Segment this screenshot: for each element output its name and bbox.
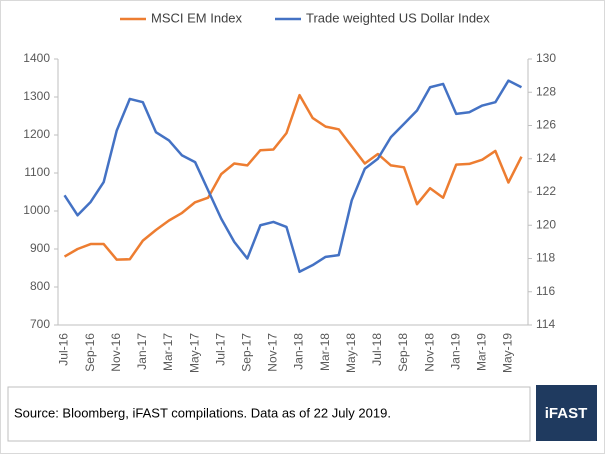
y2-tick-label: 128	[536, 84, 556, 98]
x-tick-label: Nov-17	[266, 333, 280, 372]
y-tick-label: 1400	[23, 51, 50, 65]
x-tick-label: May-19	[501, 333, 515, 373]
y-tick-label: 1100	[24, 165, 50, 179]
y2-tick-label: 122	[536, 184, 556, 198]
x-tick-label: Jan-17	[135, 333, 149, 370]
x-tick-label: Nov-16	[109, 333, 123, 372]
y-tick-label: 700	[30, 317, 50, 331]
x-tick-label: Sep-16	[83, 333, 97, 372]
legend-label: Trade weighted US Dollar Index	[306, 10, 490, 25]
x-tick-label: Mar-19	[474, 333, 488, 371]
x-tick-label: May-17	[187, 333, 201, 373]
y2-tick-label: 126	[536, 118, 556, 132]
logo-box	[536, 385, 597, 441]
y2-tick-label: 124	[536, 151, 556, 165]
footer-box	[7, 386, 531, 442]
logo: iFAST	[545, 405, 588, 422]
x-tick-label: Nov-18	[422, 333, 436, 372]
x-tick-label: Sep-18	[396, 333, 410, 372]
x-tick-label: Jul-16	[57, 333, 71, 366]
line-series	[63, 79, 523, 274]
source-note: Source: Bloomberg, iFAST compilations. D…	[14, 405, 391, 420]
y-tick-label: 800	[30, 279, 50, 293]
y2-tick-label: 116	[536, 284, 555, 298]
x-tick-label: Sep-17	[239, 333, 253, 372]
x-tick-label: Jan-18	[292, 333, 306, 370]
y2-tick-label: 118	[536, 251, 555, 265]
y-tick-label: 1000	[23, 203, 50, 217]
y2-tick-label: 130	[536, 51, 556, 65]
y-tick-label: 1200	[23, 127, 50, 141]
y2-tick-label: 114	[536, 317, 555, 331]
x-tick-label: Mar-18	[318, 333, 332, 371]
y2-tick-label: 120	[536, 217, 556, 231]
legend-label: MSCI EM Index	[151, 10, 243, 25]
y-tick-label: 900	[30, 241, 50, 255]
y-tick-label: 1300	[23, 89, 50, 103]
x-tick-label: Jan-19	[448, 333, 462, 370]
x-tick-label: Mar-17	[161, 333, 175, 371]
line-series	[63, 93, 523, 261]
x-tick-label: May-18	[344, 333, 358, 373]
x-tick-label: Jul-17	[213, 333, 227, 366]
x-tick-label: Jul-18	[370, 333, 384, 366]
